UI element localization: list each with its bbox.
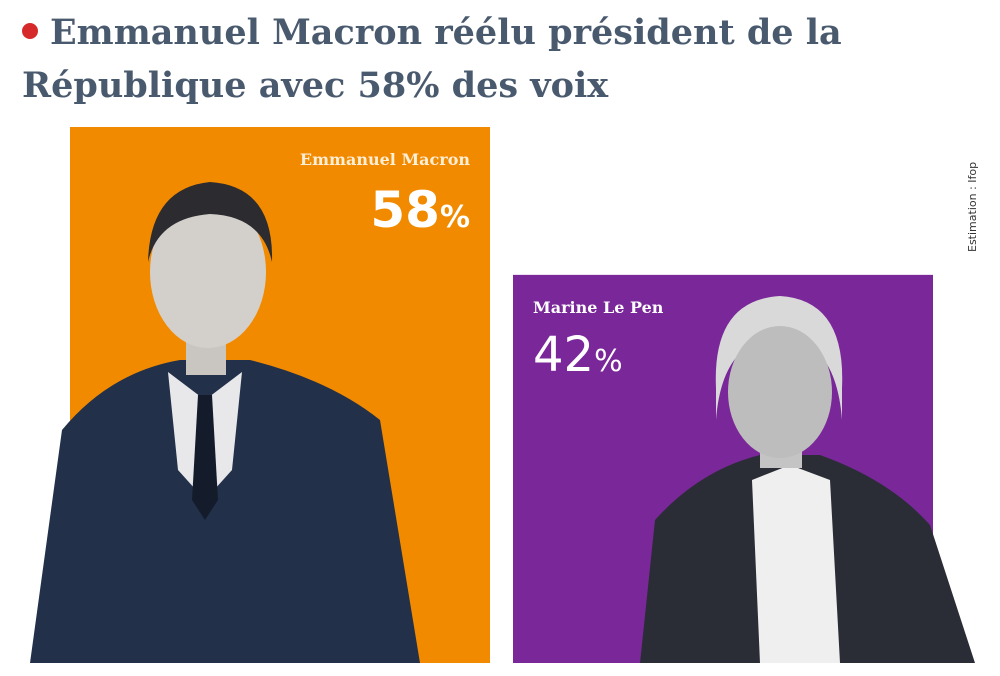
bar-label-macron: Emmanuel Macron — [300, 150, 470, 169]
candidate-photo-macron — [30, 182, 420, 663]
bullet-dot-icon — [22, 23, 38, 39]
value-label-macron: 58% — [370, 181, 470, 239]
chart-title: Emmanuel Macron réélu président de la Ré… — [22, 6, 952, 112]
chart-title-text: Emmanuel Macron réélu président de la Ré… — [22, 12, 842, 106]
bar-label-le-pen: Marine Le Pen — [533, 298, 664, 317]
candidate-photo-le-pen — [640, 296, 975, 663]
value-label-le-pen: 42% — [533, 327, 623, 383]
